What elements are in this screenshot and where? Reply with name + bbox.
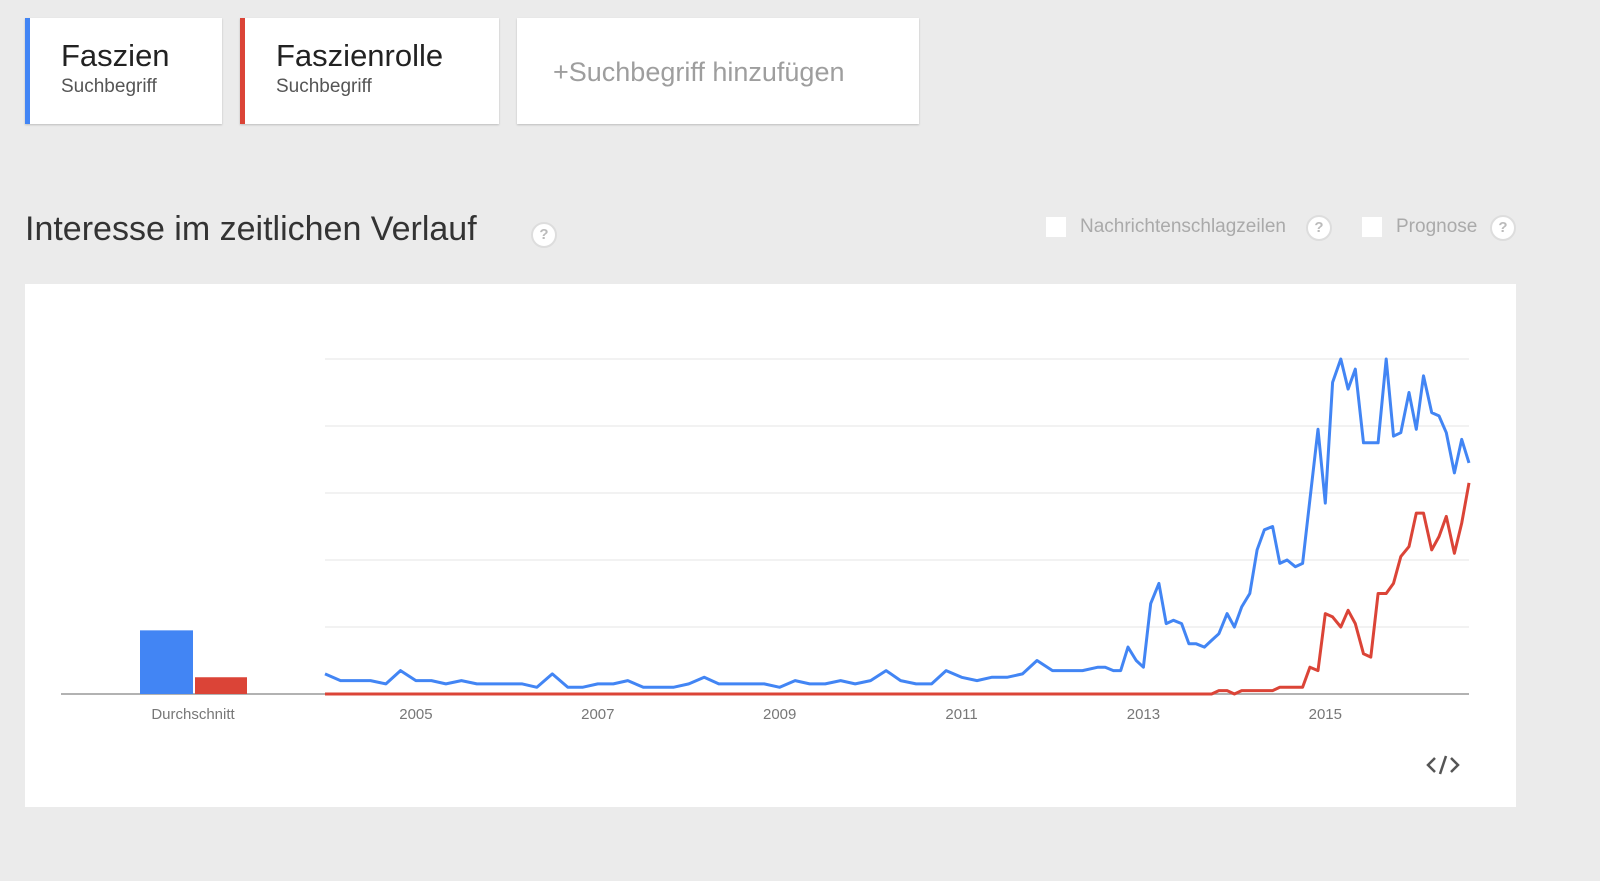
section-title: Interesse im zeitlichen Verlauf [25,210,477,248]
add-term-card[interactable]: +Suchbegriff hinzufügen [517,18,919,124]
chart-panel: 2005 2007 2009 2011 2013 2015 Durchschnitt [25,284,1516,807]
average-bar [195,677,247,694]
term-type: Suchbegriff [61,76,157,97]
help-icon[interactable]: ? [531,222,557,248]
checkbox[interactable] [1046,217,1066,237]
series-line [324,357,1471,689]
term-name: Faszien [61,38,170,73]
embed-icon[interactable] [1426,755,1460,775]
term-name: Faszienrolle [276,38,444,73]
x-tick-label: 2007 [581,706,614,723]
chart: 2005 2007 2009 2011 2013 2015 Durchschnitt [61,357,1471,775]
x-tick-label: 2013 [1127,706,1160,723]
average-label: Durchschnitt [151,706,235,723]
term-card[interactable]: Faszienrolle Suchbegriff [240,18,499,124]
x-tick-label: 2005 [399,706,432,723]
option[interactable]: Prognose [1362,216,1477,238]
x-tick-label: 2009 [763,706,796,723]
add-term-label: +Suchbegriff hinzufügen [553,57,845,87]
term-card[interactable]: Faszien Suchbegriff [25,18,222,124]
help-icon[interactable]: ? [1490,215,1516,241]
help-icon[interactable]: ? [1306,215,1332,241]
series-line [325,482,1471,696]
x-tick-label: 2011 [945,706,977,723]
checkbox[interactable] [1362,217,1382,237]
x-tick-label: 2015 [1309,706,1342,723]
option[interactable]: Nachrichtenschlagzeilen [1046,216,1286,238]
term-type: Suchbegriff [276,76,372,97]
option-label: Prognose [1396,216,1478,237]
option-label: Nachrichtenschlagzeilen [1080,216,1286,237]
average-bar [140,630,193,694]
